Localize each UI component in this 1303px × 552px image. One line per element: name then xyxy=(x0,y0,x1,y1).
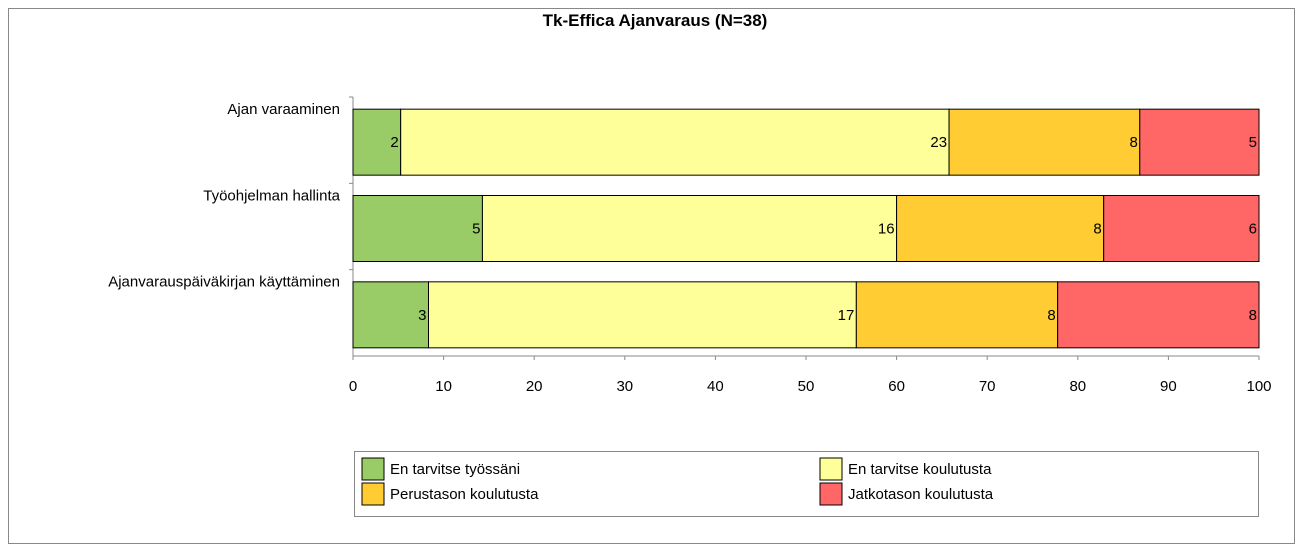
bar-segment xyxy=(481,195,898,262)
data-label: 6 xyxy=(1249,221,1257,238)
legend-label: En tarvitse työssäni xyxy=(390,461,520,478)
x-tick-label: 20 xyxy=(526,378,543,395)
x-tick-label: 10 xyxy=(435,378,452,395)
data-label: 8 xyxy=(1093,221,1101,238)
x-tick-label: 30 xyxy=(616,378,633,395)
bar-segment xyxy=(1103,195,1260,262)
data-label: 5 xyxy=(472,221,480,238)
legend-swatch xyxy=(361,457,385,481)
bar-segment xyxy=(855,281,1059,349)
x-tick-label: 50 xyxy=(798,378,815,395)
bar-segment xyxy=(948,108,1141,176)
data-label: 8 xyxy=(1047,307,1055,324)
bar-segment xyxy=(896,195,1105,262)
bar-segment xyxy=(352,108,402,176)
x-tick-label: 0 xyxy=(349,378,357,395)
bar-segment xyxy=(352,281,429,349)
chart-title: Tk-Effica Ajanvaraus (N=38) xyxy=(543,11,768,30)
data-label: 5 xyxy=(1249,134,1257,151)
data-label: 17 xyxy=(838,307,855,324)
legend-label: En tarvitse koulutusta xyxy=(848,461,992,478)
x-tick-label: 60 xyxy=(888,378,905,395)
bar-segment xyxy=(352,195,483,262)
x-tick-label: 40 xyxy=(707,378,724,395)
y-tick-label: Ajanvarauspäiväkirjan käyttäminen xyxy=(108,274,340,291)
data-label: 8 xyxy=(1129,134,1137,151)
y-tick-label: Ajan varaaminen xyxy=(227,101,340,118)
data-label: 23 xyxy=(930,134,947,151)
legend-label: Jatkotason koulutusta xyxy=(848,486,994,503)
x-tick-label: 90 xyxy=(1160,378,1177,395)
legend-swatch xyxy=(361,482,385,506)
legend-label: Perustason koulutusta xyxy=(390,486,539,503)
legend-swatch xyxy=(819,482,843,506)
x-tick-label: 70 xyxy=(979,378,996,395)
x-tick-label: 80 xyxy=(1069,378,1086,395)
bar-segment xyxy=(1139,108,1260,176)
data-label: 2 xyxy=(390,134,398,151)
bar-segment xyxy=(428,281,857,349)
legend-box xyxy=(354,451,1259,517)
legend-swatch xyxy=(819,457,843,481)
data-label: 8 xyxy=(1249,307,1257,324)
bar-segment xyxy=(400,108,950,176)
bar-segment xyxy=(1057,281,1260,349)
data-label: 16 xyxy=(878,221,895,238)
data-label: 3 xyxy=(418,307,426,324)
y-tick-label: Työohjelman hallinta xyxy=(203,187,340,204)
x-tick-label: 100 xyxy=(1246,378,1271,395)
